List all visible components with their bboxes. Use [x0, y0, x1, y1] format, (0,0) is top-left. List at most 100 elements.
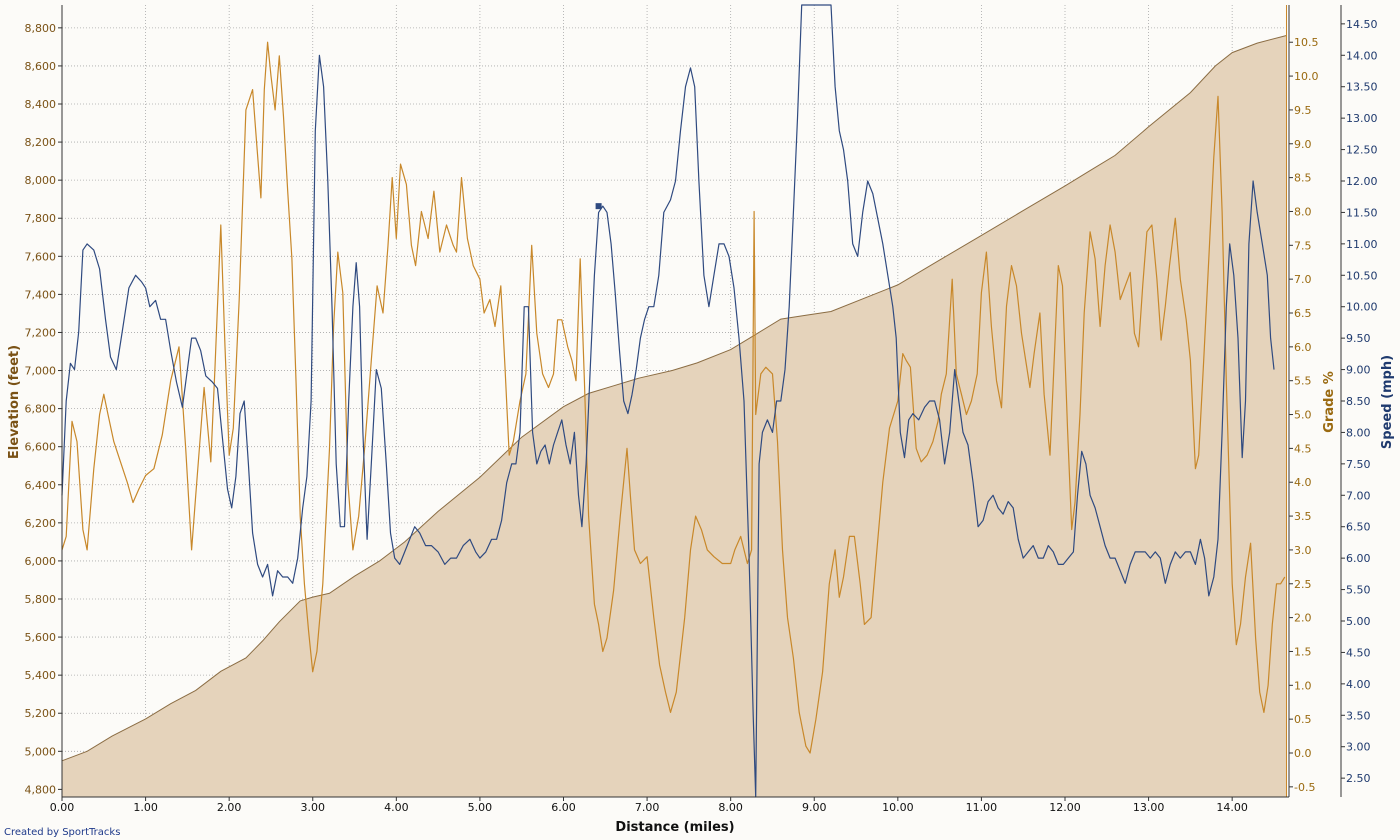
x-tick-label: 4.00 [384, 801, 409, 814]
grade-tick-label: 3.5 [1294, 510, 1312, 523]
elevation-tick-label: 5,200 [25, 707, 57, 720]
x-tick-label: 1.00 [133, 801, 158, 814]
elevation-tick-label: 6,400 [25, 479, 57, 492]
speed-tick-label: 3.50 [1346, 709, 1371, 722]
grade-tick-label: 4.0 [1294, 476, 1312, 489]
grade-tick-label: 2.5 [1294, 578, 1312, 591]
elevation-tick-label: 5,000 [25, 745, 57, 758]
speed-tick-label: 3.00 [1346, 741, 1371, 754]
x-axis-title: Distance (miles) [615, 820, 734, 835]
grade-tick-label: 6.0 [1294, 341, 1312, 354]
speed-tick-label: 14.00 [1346, 49, 1378, 62]
grade-series-line [61, 41, 1286, 754]
x-tick-label: 11.00 [966, 801, 998, 814]
speed-axis-ticks: 2.50 3.00 3.50 4.00 4.50 5.00 5.50 6.00 6.50 7.00… [1341, 18, 1378, 785]
speed-tick-label: 7.50 [1346, 458, 1371, 471]
elevation-tick-label: 8,600 [25, 60, 57, 73]
speed-tick-label: 2.50 [1346, 772, 1371, 785]
grade-tick-label: 2.0 [1294, 612, 1312, 625]
grade-tick-label: 7.0 [1294, 273, 1312, 286]
grade-tick-label: 1.0 [1294, 679, 1312, 692]
grade-tick-label: 10.0 [1294, 70, 1319, 83]
x-tick-label: 6.00 [551, 801, 576, 814]
speed-line [61, 4, 1275, 798]
speed-axis-title: Speed (mph) [1380, 355, 1395, 449]
elevation-area [61, 35, 1287, 797]
grade-tick-label: 0.5 [1294, 713, 1312, 726]
grade-tick-label: 3.0 [1294, 544, 1312, 557]
grade-tick-label: 10.5 [1294, 36, 1319, 49]
x-tick-label: 12.00 [1049, 801, 1081, 814]
elevation-tick-label: 6,600 [25, 441, 57, 454]
grade-tick-label: -0.5 [1294, 781, 1315, 794]
elevation-tick-label: 6,800 [25, 403, 57, 416]
speed-tick-label: 13.50 [1346, 81, 1378, 94]
speed-tick-label: 5.00 [1346, 615, 1371, 628]
x-axis-ticks: 0.00 1.00 2.00 3.00 4.00 5.00 6.00 7.00 8.00 9.00… [50, 797, 1248, 814]
speed-tick-label: 14.50 [1346, 18, 1378, 31]
speed-tick-label: 8.00 [1346, 426, 1371, 439]
elevation-tick-label: 8,800 [25, 22, 57, 35]
elevation-area-fill [62, 35, 1287, 797]
speed-tick-label: 7.00 [1346, 489, 1371, 502]
elevation-tick-label: 8,200 [25, 136, 57, 149]
speed-tick-label: 4.50 [1346, 646, 1371, 659]
grade-tick-label: 6.5 [1294, 307, 1312, 320]
elevation-tick-label: 7,200 [25, 326, 57, 339]
speed-tick-label: 4.00 [1346, 678, 1371, 691]
grade-line [61, 5, 1287, 797]
grade-tick-label: 5.0 [1294, 409, 1312, 422]
x-tick-label: 5.00 [468, 801, 493, 814]
elevation-tick-label: 7,400 [25, 288, 57, 301]
x-tick-label: 2.00 [217, 801, 242, 814]
speed-tick-label: 9.50 [1346, 332, 1371, 345]
grade-tick-label: 4.5 [1294, 442, 1312, 455]
x-tick-label: 3.00 [300, 801, 325, 814]
x-tick-label: 8.00 [718, 801, 743, 814]
elevation-tick-label: 5,400 [25, 669, 57, 682]
elevation-axis-ticks: 4,800 5,000 5,200 5,400 5,600 5,800 6,000 6,200… [25, 22, 62, 796]
grade-tick-label: 5.5 [1294, 375, 1312, 388]
speed-tick-label: 9.00 [1346, 364, 1371, 377]
elevation-tick-label: 4,800 [25, 783, 57, 796]
grade-axis-ticks: -0.5 0.0 0.5 1.0 1.5 2.0 2.5 3.0 3.5 4.0 4.5 5.0 5.5… [1289, 36, 1319, 794]
grade-axis-title: Grade % [1322, 371, 1337, 433]
grade-tick-label: 9.0 [1294, 138, 1312, 151]
speed-tick-label: 10.00 [1346, 301, 1378, 314]
elevation-tick-label: 5,600 [25, 631, 57, 644]
speed-tick-label: 8.50 [1346, 395, 1371, 408]
credit-text: Created by SportTracks [4, 827, 120, 838]
x-tick-label: 0.00 [50, 801, 75, 814]
elevation-outline [61, 35, 1287, 762]
elevation-tick-label: 7,600 [25, 250, 57, 263]
speed-tick-label: 12.00 [1346, 175, 1378, 188]
elevation-tick-label: 7,800 [25, 212, 57, 225]
speed-tick-label: 5.50 [1346, 584, 1371, 597]
elevation-tick-label: 8,400 [25, 98, 57, 111]
x-tick-label: 14.00 [1216, 801, 1248, 814]
grade-tick-label: 8.0 [1294, 205, 1312, 218]
speed-tick-label: 13.00 [1346, 112, 1378, 125]
speed-tick-label: 12.50 [1346, 144, 1378, 157]
grade-tick-label: 8.5 [1294, 172, 1312, 185]
grade-tick-label: 9.5 [1294, 104, 1312, 117]
elevation-tick-label: 8,000 [25, 174, 57, 187]
hover-marker[interactable] [595, 203, 602, 210]
speed-tick-label: 11.00 [1346, 238, 1378, 251]
x-tick-label: 7.00 [635, 801, 660, 814]
grade-tick-label: 1.5 [1294, 645, 1312, 658]
x-tick-label: 13.00 [1133, 801, 1165, 814]
elevation-axis-title: Elevation (feet) [7, 345, 22, 459]
speed-tick-label: 10.50 [1346, 269, 1378, 282]
elevation-tick-label: 7,000 [25, 365, 57, 378]
x-tick-label: 10.00 [882, 801, 914, 814]
markers [595, 203, 602, 210]
speed-tick-label: 6.50 [1346, 521, 1371, 534]
speed-tick-label: 6.00 [1346, 552, 1371, 565]
grade-tick-label: 7.5 [1294, 239, 1312, 252]
speed-tick-label: 11.50 [1346, 206, 1378, 219]
speed-series-line [61, 4, 1275, 798]
elevation-tick-label: 6,000 [25, 555, 57, 568]
